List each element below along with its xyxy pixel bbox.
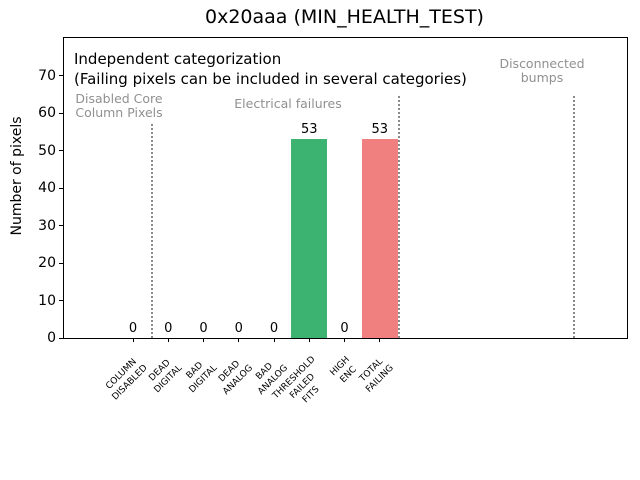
- y-tick-label: 40: [38, 180, 56, 196]
- y-tick-mark: [59, 337, 63, 339]
- y-tick-label: 70: [38, 67, 56, 84]
- x-tick-mark: [203, 338, 204, 342]
- bar-value-label: 0: [128, 321, 138, 336]
- y-tick-mark: [59, 225, 63, 226]
- y-tick-label: 0: [47, 330, 56, 346]
- y-tick-label: 60: [38, 105, 56, 121]
- bar-value-label: 0: [269, 321, 279, 336]
- x-tick-label-text: HIGH ENC: [328, 354, 360, 386]
- bar-value-label: 53: [300, 122, 318, 138]
- y-tick-mark: [59, 300, 63, 301]
- y-tick-mark: [59, 112, 63, 114]
- x-tick-label: COLUMN DISABLED: [0, 354, 149, 402]
- bar-value-label: 0: [164, 321, 173, 336]
- y-tick-mark: [59, 75, 63, 76]
- y-tick-mark: [59, 187, 63, 189]
- y-tick-label: 30: [38, 217, 56, 234]
- section-divider: [572, 96, 575, 338]
- chart-title: 0x20aaa (MIN_HEALTH_TEST): [205, 6, 484, 28]
- x-tick-label: THRESHOLD FAILED FITS: [169, 354, 321, 405]
- bar: [361, 139, 398, 338]
- y-tick-mark: [59, 262, 63, 264]
- bar-value-label: 0: [234, 321, 243, 336]
- annotation-note-line1: Independent categorization: [74, 50, 282, 68]
- x-tick-mark: [132, 338, 134, 342]
- section-label: Electrical failures: [234, 96, 342, 111]
- bar-value-label: 0: [199, 321, 208, 336]
- bar: [291, 139, 328, 338]
- x-tick-mark: [344, 338, 345, 342]
- x-tick-label-text: TOTAL FAILING: [358, 356, 397, 395]
- x-tick-mark: [238, 338, 240, 342]
- section-label: Disconnected bumps: [499, 56, 585, 85]
- x-tick-label-text: THRESHOLD FAILED FITS: [270, 354, 322, 406]
- x-tick-label-text: BAD DIGITAL: [184, 360, 220, 396]
- bar-value-label: 0: [340, 321, 349, 336]
- x-tick-mark: [308, 338, 310, 342]
- x-tick-label-text: DEAD ANALOG: [216, 358, 256, 398]
- x-tick-label-text: DEAD DIGITAL: [147, 358, 185, 396]
- y-tick-label: 20: [38, 255, 56, 271]
- annotation-note-line2: (Failing pixels can be included in sever…: [74, 70, 467, 88]
- x-tick-label: HIGH ENC: [205, 354, 359, 385]
- x-tick-label: TOTAL FAILING: [240, 354, 396, 395]
- y-tick-label: 10: [38, 292, 56, 309]
- x-tick-mark: [273, 338, 275, 342]
- x-tick-label: BAD ANALOG: [134, 354, 291, 397]
- x-tick-label-text: BAD ANALOG: [254, 361, 291, 398]
- section-divider: [151, 124, 153, 338]
- x-tick-label: DEAD DIGITAL: [28, 354, 184, 395]
- section-label: Disabled Core Column Pixels: [75, 91, 163, 120]
- x-tick-label-text: COLUMN DISABLED: [103, 356, 150, 403]
- y-tick-label: 50: [38, 142, 56, 159]
- y-tick-mark: [59, 150, 63, 151]
- x-tick-label: BAD DIGITAL: [64, 354, 220, 395]
- x-tick-mark: [379, 338, 381, 342]
- bar-value-label: 53: [371, 122, 389, 138]
- x-tick-mark: [167, 338, 169, 342]
- plot-area: Independent categorization (Failing pixe…: [38, 37, 628, 405]
- x-tick-label: DEAD ANALOG: [99, 354, 255, 397]
- section-divider: [397, 96, 400, 338]
